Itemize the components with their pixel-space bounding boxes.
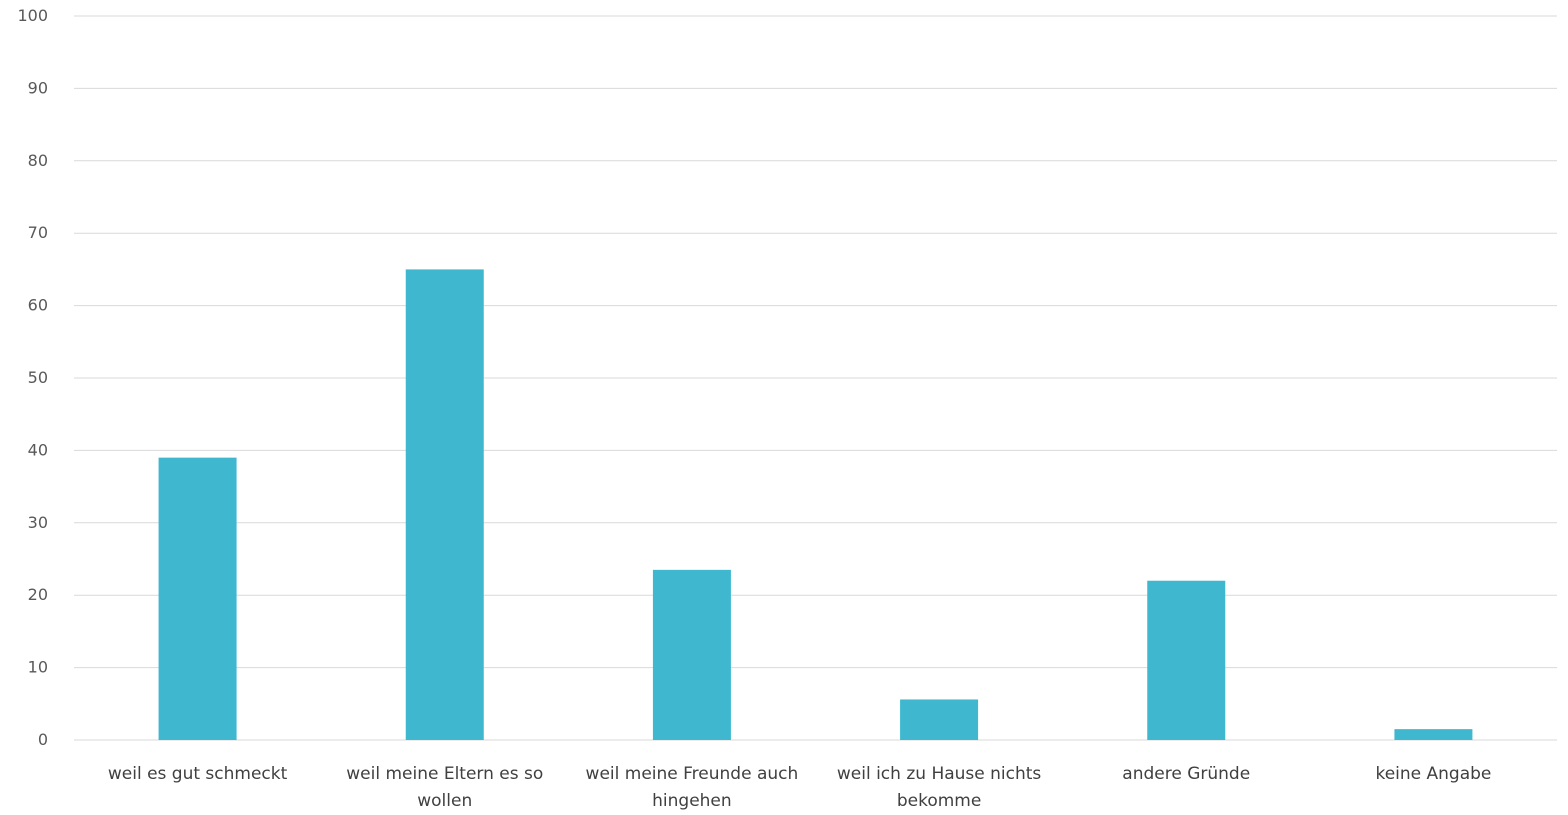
x-category-label-line: bekomme bbox=[897, 791, 981, 811]
bar-2 bbox=[652, 569, 731, 740]
y-tick-label: 30 bbox=[28, 513, 48, 532]
x-category-label: weil meine Eltern es so wollen bbox=[346, 764, 543, 811]
x-category-label: keine Angabe bbox=[1375, 764, 1491, 784]
y-tick-label: 100 bbox=[17, 6, 48, 25]
y-tick-label: 10 bbox=[28, 658, 48, 677]
grid-lines bbox=[74, 15, 1557, 741]
y-tick-label: 60 bbox=[28, 296, 48, 315]
x-category-label-line: weil meine Freunde auch bbox=[586, 764, 799, 784]
x-axis-labels: weil es gut schmeckt weil meine Eltern es… bbox=[108, 764, 1492, 811]
y-tick-label: 20 bbox=[28, 585, 48, 604]
y-tick-label: 80 bbox=[28, 151, 48, 170]
bar-4 bbox=[1147, 580, 1226, 740]
y-axis-ticks: 0 10 20 30 40 50 60 70 80 90 100 bbox=[17, 6, 48, 749]
y-tick-label: 50 bbox=[28, 368, 48, 387]
x-category-label-line: weil meine Eltern es so bbox=[346, 764, 543, 784]
x-category-label-line: weil ich zu Hause nichts bbox=[837, 764, 1042, 784]
x-category-label: weil es gut schmeckt bbox=[108, 764, 288, 784]
bar-3 bbox=[900, 699, 979, 740]
x-category-label-line: keine Angabe bbox=[1375, 764, 1491, 784]
y-tick-label: 90 bbox=[28, 78, 48, 97]
x-category-label-line: hingehen bbox=[652, 791, 732, 811]
bars bbox=[158, 269, 1473, 740]
x-category-label: weil meine Freunde auch hingehen bbox=[586, 764, 799, 811]
x-category-label: andere Gründe bbox=[1122, 764, 1250, 784]
bar-5 bbox=[1394, 729, 1473, 740]
y-tick-label: 70 bbox=[28, 223, 48, 242]
x-category-label-line: andere Gründe bbox=[1122, 764, 1250, 784]
x-category-label-line: wollen bbox=[417, 791, 472, 811]
y-tick-label: 40 bbox=[28, 440, 48, 459]
x-category-label-line: weil es gut schmeckt bbox=[108, 764, 288, 784]
x-category-label: weil ich zu Hause nichts bekomme bbox=[837, 764, 1042, 811]
bar-1 bbox=[405, 269, 484, 740]
y-tick-label: 0 bbox=[38, 730, 48, 749]
bar-0 bbox=[158, 457, 237, 740]
